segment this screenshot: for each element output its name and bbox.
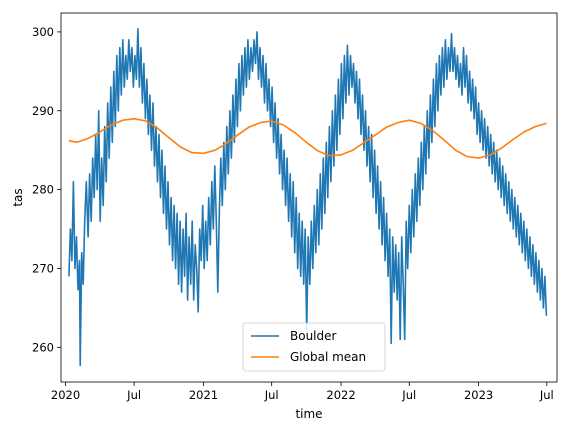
- x-axis: 2020 Jul 2021 Jul 2022 Jul 2023 Jul: [51, 382, 554, 402]
- x-tick-label: 2022: [326, 388, 355, 402]
- legend: Boulder Global mean: [242, 322, 386, 372]
- y-tick-label: 260: [32, 340, 54, 354]
- plot-frame: [60, 12, 558, 383]
- series-line-global-mean: [68, 117, 547, 159]
- y-tick-label: 300: [32, 25, 54, 39]
- x-axis-label: time: [295, 407, 322, 421]
- legend-label-boulder: Boulder: [290, 329, 337, 343]
- y-axis-label: tas: [11, 188, 25, 206]
- y-tick-label: 280: [32, 183, 54, 197]
- y-tick-label: 270: [32, 261, 54, 275]
- plot-series: [68, 28, 548, 367]
- x-tick-label: Jul: [539, 388, 554, 402]
- series-line-boulder: [68, 28, 548, 367]
- y-axis: 260 270 280 290 300: [32, 25, 61, 354]
- x-tick-label: Jul: [126, 388, 141, 402]
- x-tick-label: 2023: [464, 388, 493, 402]
- legend-label-global-mean: Global mean: [290, 350, 366, 364]
- x-tick-label: 2020: [51, 388, 80, 402]
- x-tick-label: Jul: [264, 388, 279, 402]
- legend-box: [242, 322, 386, 372]
- y-tick-label: 290: [32, 104, 54, 118]
- x-tick-label: 2021: [189, 388, 218, 402]
- x-tick-label: Jul: [401, 388, 416, 402]
